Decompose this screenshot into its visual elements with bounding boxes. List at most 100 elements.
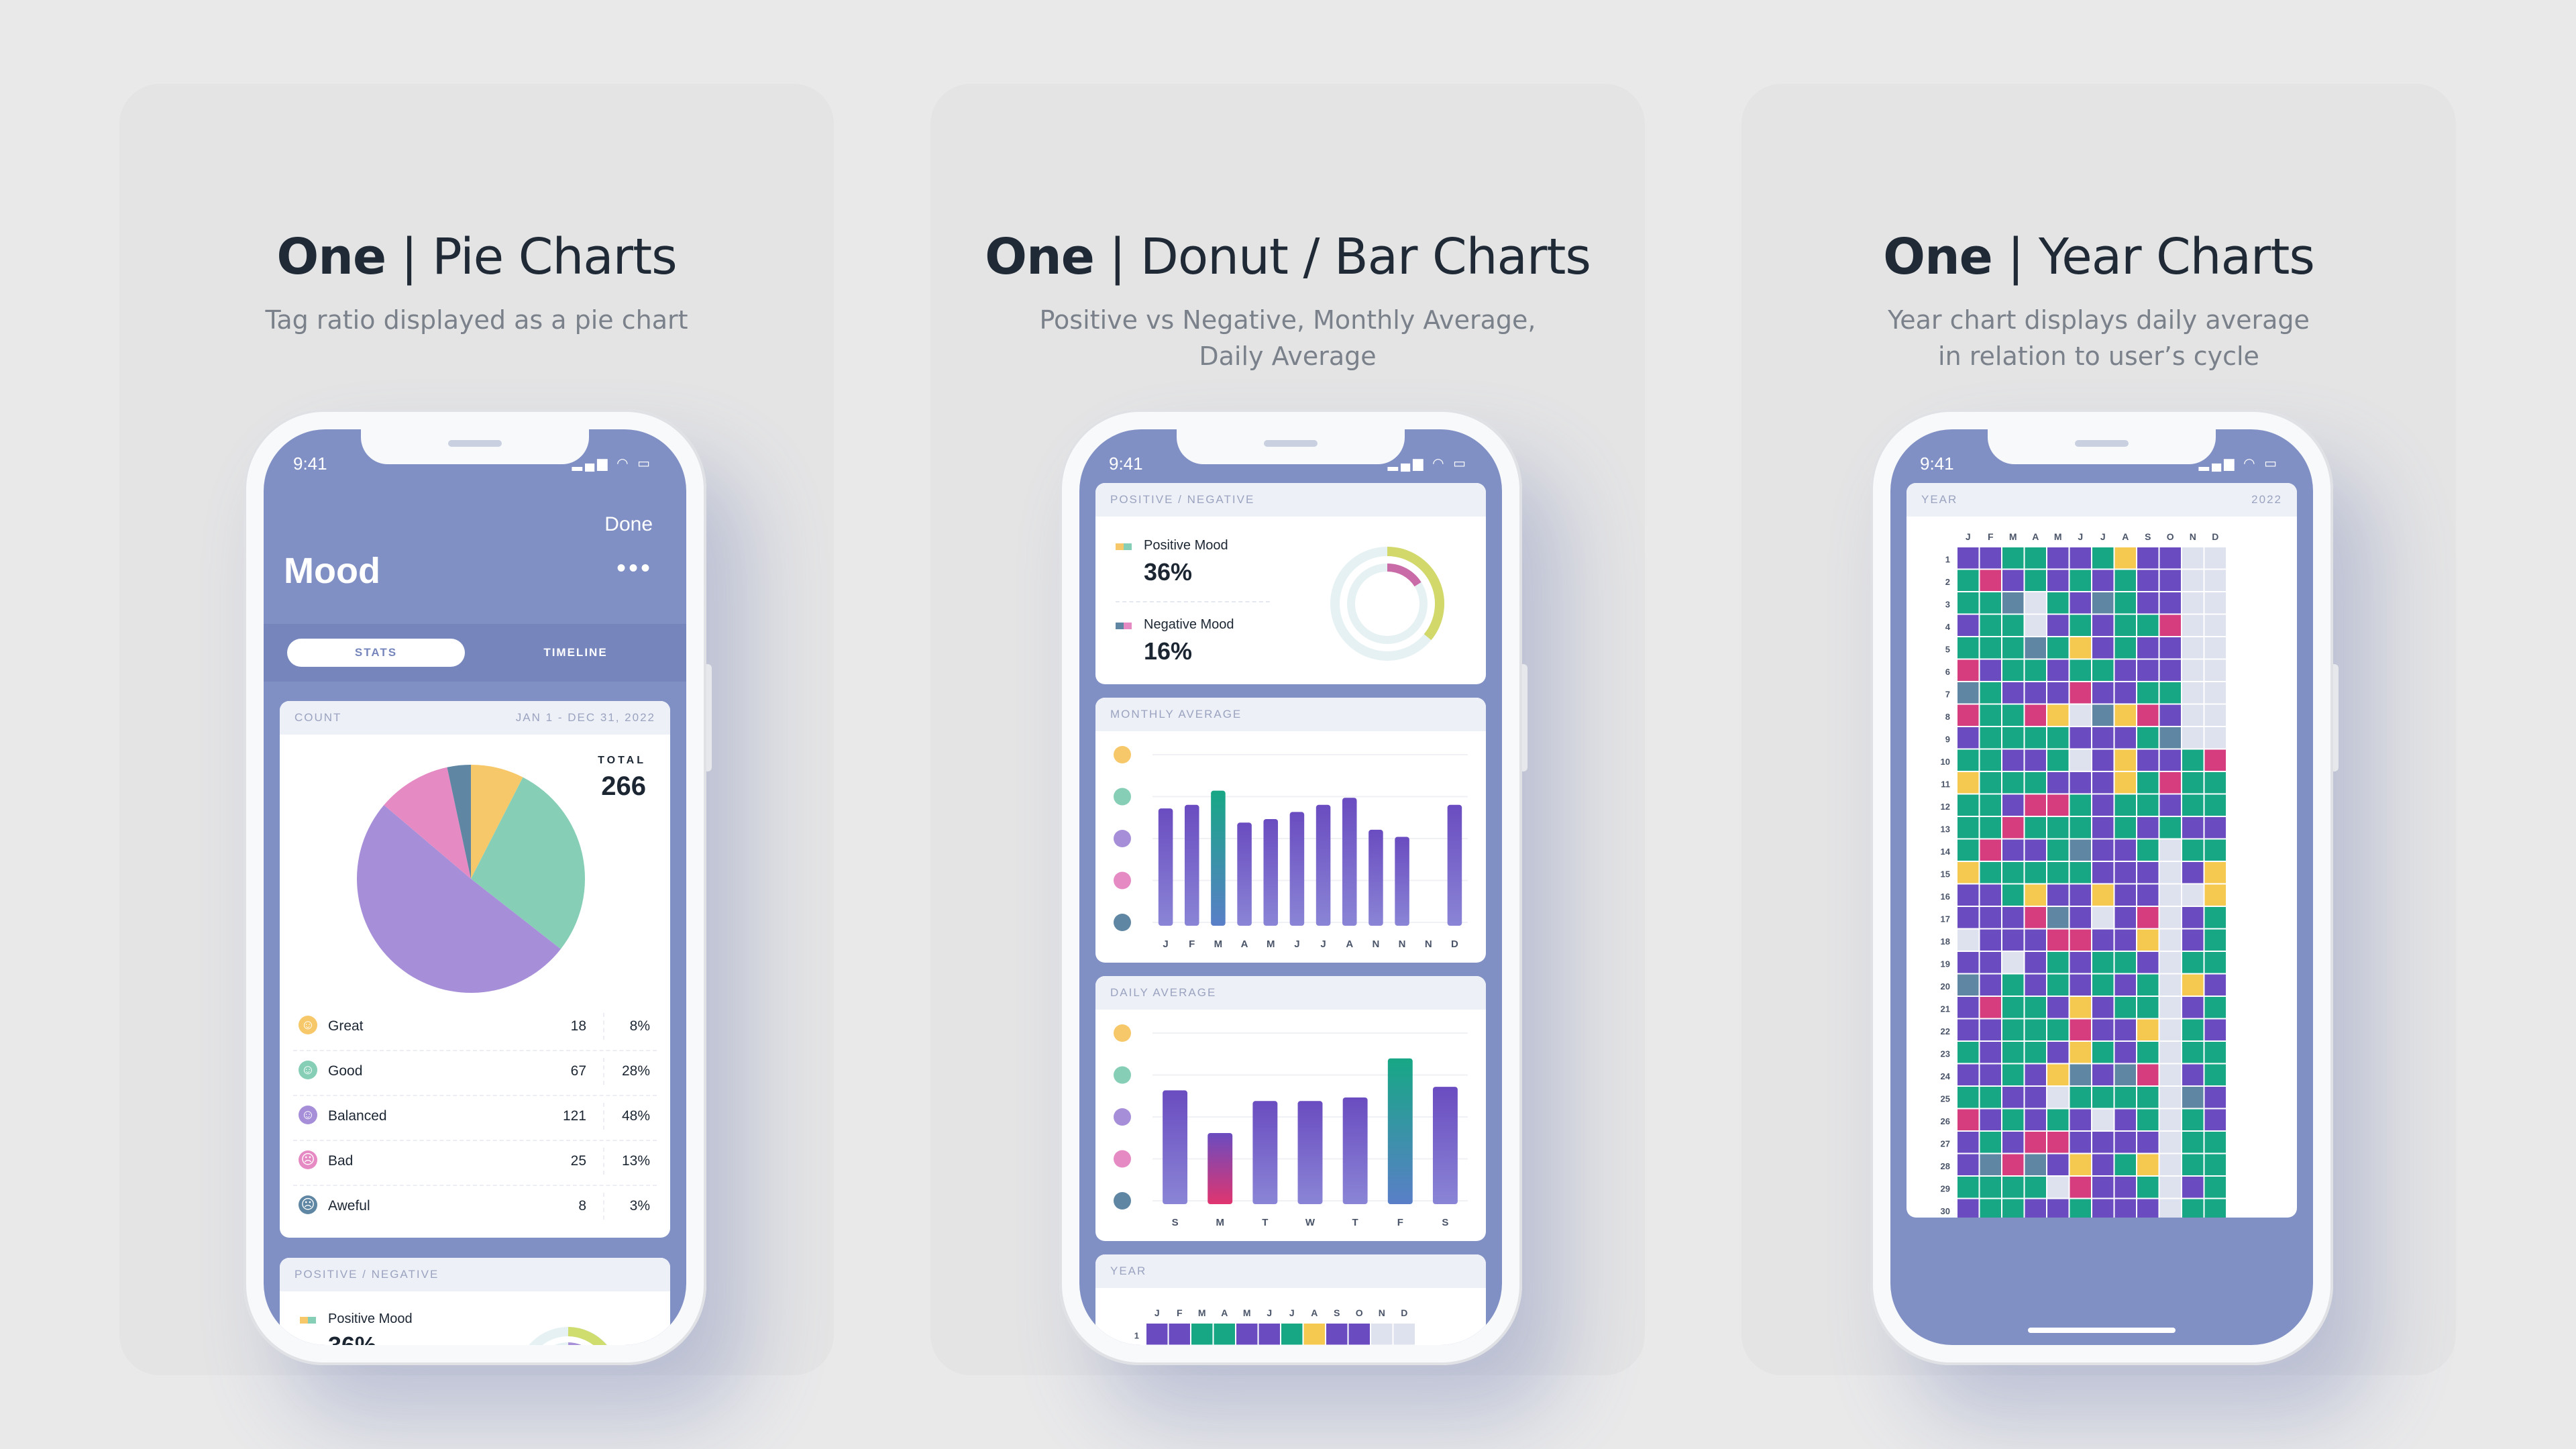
day-cell [2114,637,2136,659]
tick-label: T [1352,1217,1358,1228]
day-cell [2182,1087,2204,1108]
day-cell [2137,570,2159,591]
month-label: D [2212,531,2218,542]
month-label: O [1356,1307,1363,1318]
day-cell [2114,1042,2136,1063]
day-label: 7 [1945,689,1950,699]
tick-label: M [1216,1217,1224,1228]
day-cell [2159,1199,2181,1218]
tick-label: F [1189,938,1195,950]
day-cell [2137,974,2159,996]
day-cell [2114,794,2136,816]
day-cell [2137,929,2159,951]
day-cell [1957,704,1979,726]
day-cell [2047,907,2069,928]
day-cell [2182,659,2204,681]
day-cell [2025,614,2046,636]
day-cell [1957,1042,1979,1063]
day-cell [2092,1132,2114,1153]
tick-label: M [1267,938,1275,950]
month-label: N [2190,531,2196,542]
day-cell [1980,614,2001,636]
day-cell [2002,637,2024,659]
signal-wifi-battery-icon: ▂▄▆ ◠ ▭ [2198,456,2279,471]
count-label: COUNT [294,711,342,724]
day-cell [2114,547,2136,569]
bar-6 [1432,1087,1458,1204]
day-cell [2047,1154,2069,1175]
day-cell [2092,1042,2114,1063]
day-cell [2047,1109,2069,1130]
day-cell [2002,929,2024,951]
posneg-label: POSITIVE / NEGATIVE [1110,493,1255,506]
day-cell [2047,592,2069,614]
day-cell [1348,1324,1370,1345]
day-cell [1980,1042,2001,1063]
day-cell [1980,1109,2001,1130]
day-cell [2002,884,2024,906]
tick-label: W [1305,1217,1316,1228]
month-label: M [1243,1307,1251,1318]
day-cell [1258,1324,1280,1345]
monthly-average-card: MONTHLY AVERAGE J F M A M J J A N N N D [1095,698,1486,963]
day-cell [2114,1109,2136,1130]
day-label: 28 [1941,1161,1950,1171]
day-cell [2070,952,2091,973]
day-cell [2002,1042,2024,1063]
day-cell [2092,592,2114,614]
positive-mood-value: 36% [1144,558,1193,586]
day-cell [1371,1324,1393,1345]
day-label: 6 [1945,667,1950,677]
bar-11 [1447,804,1462,926]
day-cell [2070,839,2091,861]
day-cell [2092,772,2114,794]
legend-row-aweful[interactable]: ☹ Aweful 8 3% [293,1186,657,1231]
day-cell [2002,952,2024,973]
home-indicator[interactable] [2028,1328,2176,1333]
year-card: YEAR 2022 J F M A M J J A S O N D 1 2 3 4 5 6 7 8 9 10 11 12 13 14… [1907,483,2297,1218]
done-button[interactable]: Done [604,513,653,535]
day-cell [2002,772,2024,794]
legend-row-good[interactable]: ☺ Good 67 28% [293,1051,657,1096]
month-label: N [1379,1307,1385,1318]
day-cell [1957,794,1979,816]
day-cell [2137,862,2159,883]
day-cell [2159,1064,2181,1085]
signal-wifi-battery-icon: ▂▄▆ ◠ ▭ [1387,456,1468,471]
day-cell [2070,772,2091,794]
day-cell [2159,1042,2181,1063]
tab-stats[interactable]: STATS [287,639,465,667]
day-cell [2002,570,2024,591]
day-cell [2182,1199,2204,1218]
day-cell [2114,1064,2136,1085]
year-label: YEAR [1921,493,1958,506]
day-cell [2159,1019,2181,1040]
day-cell [1957,907,1979,928]
day-cell [2092,1109,2114,1130]
tab-timeline[interactable]: TIMELINE [543,646,608,659]
day-cell [1957,1064,1979,1085]
month-label: F [1988,531,1994,542]
month-label: S [1334,1307,1340,1318]
day-cell [1980,772,2001,794]
day-cell [2159,547,2181,569]
day-label: 1 [1945,554,1950,564]
panel-pie-charts: One | Pie Charts Tag ratio displayed as … [119,84,834,1375]
legend-row-bad[interactable]: ☹ Bad 25 13% [293,1141,657,1186]
day-label: 24 [1941,1071,1951,1081]
day-label: 3 [1945,599,1950,609]
pie-slice-aweful [447,765,471,879]
legend-row-balanced[interactable]: ☺ Balanced 121 48% [293,1096,657,1141]
day-cell [2025,907,2046,928]
legend-row-great[interactable]: ☺ Great 18 8% [293,1006,657,1051]
day-cell [2204,929,2226,951]
day-cell [2159,614,2181,636]
day-cell [2137,1132,2159,1153]
more-menu-icon[interactable]: ••• [616,553,653,583]
day-cell [2070,682,2091,704]
day-cell [2092,929,2114,951]
day-cell [2070,1042,2091,1063]
day-cell [1980,659,2001,681]
day-cell [2047,570,2069,591]
